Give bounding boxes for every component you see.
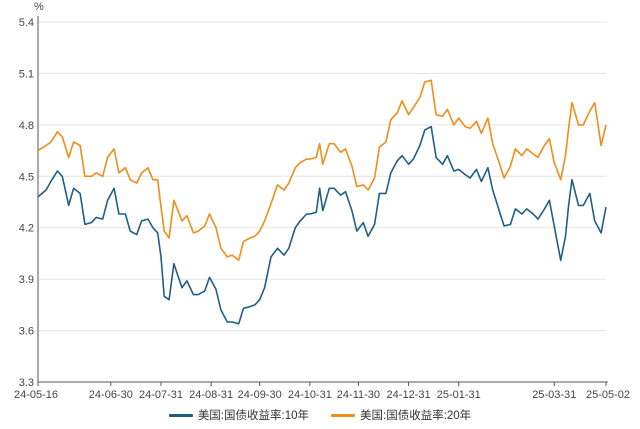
y-tick-label-4: 4.5 <box>19 171 34 183</box>
y-tick-label-7: 5.4 <box>19 17 34 29</box>
x-tick-label-2: 24-07-31 <box>139 389 183 401</box>
legend-item-20y[interactable]: 美国:国债收益率:20年 <box>331 407 471 423</box>
y-tick-label-2: 3.9 <box>19 274 34 286</box>
legend: 美国:国债收益率:10年 美国:国债收益率:20年 <box>0 407 640 423</box>
x-tick-label-3: 24-08-31 <box>189 389 233 401</box>
x-axis: 24-05-16 24-06-30 24-07-31 24-08-31 24-09-30… <box>14 16 630 401</box>
y-axis-unit: % <box>34 1 44 13</box>
series-line-0 <box>37 125 607 325</box>
gridlines <box>38 21 606 383</box>
legend-label-10y: 美国:国债收益率:10年 <box>197 410 309 422</box>
x-tick-label-7: 24-12-31 <box>387 389 431 401</box>
y-tick-label-3: 4.2 <box>19 223 34 235</box>
series-lines <box>37 79 607 325</box>
legend-item-10y[interactable]: 美国:国债收益率:10年 <box>168 407 309 423</box>
x-tick-label-1: 24-06-30 <box>89 389 133 401</box>
x-tick-label-10: 25-05-02 <box>586 389 630 401</box>
y-tick-label-0: 3.3 <box>19 377 34 389</box>
legend-swatch-20y <box>331 413 355 417</box>
x-tick-label-6: 24-11-30 <box>337 389 380 401</box>
x-tick-label-4: 24-09-30 <box>238 389 282 401</box>
series-line-1 <box>37 79 607 262</box>
x-tick-label-9: 25-03-31 <box>532 389 576 401</box>
y-axis-ticks: 3.3 3.6 3.9 4.2 4.5 4.8 5.1 5.4 <box>19 17 34 389</box>
x-tick-label-5: 24-10-31 <box>288 389 332 401</box>
legend-label-20y: 美国:国债收益率:20年 <box>360 410 472 422</box>
y-tick-label-1: 3.6 <box>19 326 34 338</box>
x-tick-label-8: 25-01-31 <box>437 389 481 401</box>
x-tick-label-0: 24-05-16 <box>14 389 58 401</box>
y-tick-label-5: 4.8 <box>19 120 34 132</box>
y-tick-label-6: 5.1 <box>19 68 34 80</box>
legend-swatch-10y <box>168 413 193 417</box>
